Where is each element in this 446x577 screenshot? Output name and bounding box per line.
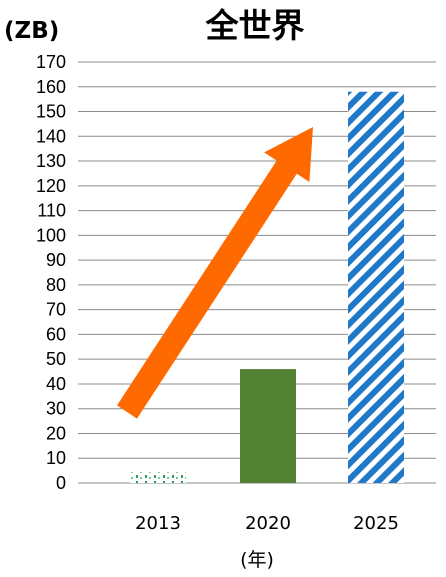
trend-arrow-shape xyxy=(117,127,313,419)
x-tick-label: 2013 xyxy=(135,513,181,534)
y-tick-label: 80 xyxy=(46,275,66,295)
trend-arrow xyxy=(117,127,313,419)
y-tick-label: 100 xyxy=(36,225,66,245)
y-tick-label: 140 xyxy=(36,126,66,146)
y-tick-label: 120 xyxy=(36,176,66,196)
y-tick-label: 150 xyxy=(36,102,66,122)
x-axis-ticks: 2013 2020 2025 xyxy=(135,513,399,534)
x-axis-label: (年) xyxy=(240,549,274,571)
y-tick-label: 50 xyxy=(46,349,66,369)
y-tick-label: 10 xyxy=(46,448,66,468)
y-tick-label: 40 xyxy=(46,374,66,394)
chart-title: 全世界 xyxy=(205,6,305,45)
y-tick-label: 90 xyxy=(46,250,66,270)
y-axis-ticks: 0 10 20 30 40 50 60 70 80 90 100 110 120 130 140 150 160… xyxy=(36,52,66,493)
bar-2013 xyxy=(130,472,186,483)
bar-2025 xyxy=(348,91,404,483)
y-tick-label: 20 xyxy=(46,423,66,443)
y-tick-label: 110 xyxy=(37,201,66,221)
x-tick-label: 2020 xyxy=(245,513,291,534)
y-tick-label: 0 xyxy=(56,473,66,493)
y-tick-label: 160 xyxy=(36,77,66,97)
y-tick-label: 170 xyxy=(36,52,66,72)
bar-2020 xyxy=(240,369,296,483)
y-tick-label: 30 xyxy=(46,399,66,419)
y-tick-label: 130 xyxy=(36,151,66,171)
y-axis-unit-label: (ZB) xyxy=(4,18,59,44)
bars xyxy=(130,91,404,483)
y-tick-label: 60 xyxy=(46,324,66,344)
x-tick-label: 2025 xyxy=(353,513,399,534)
y-tick-label: 70 xyxy=(46,300,66,320)
